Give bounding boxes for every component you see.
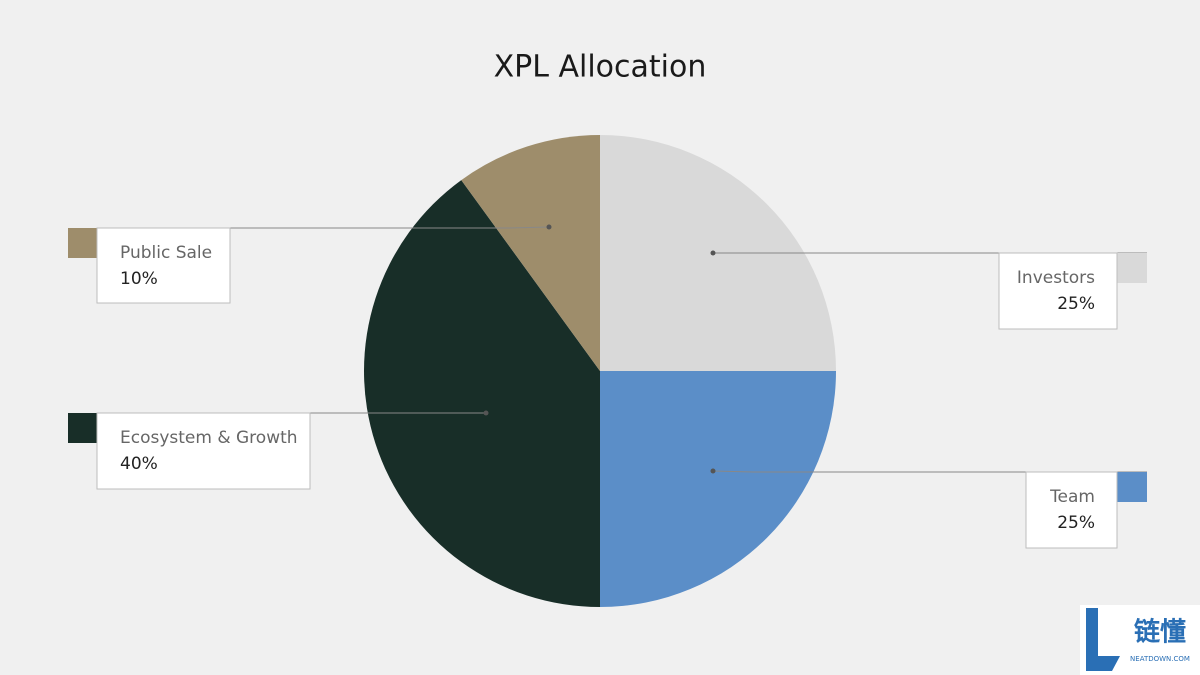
pie-slice — [364, 180, 600, 607]
label-box — [96, 412, 311, 490]
value-label: 40% — [120, 454, 158, 474]
value-label: 10% — [120, 269, 158, 289]
legend-label: Team — [1049, 487, 1095, 507]
leader-dot — [483, 410, 489, 416]
leader-line — [97, 226, 550, 229]
watermark: 链懂 NEATDOWN.COM — [1080, 605, 1200, 675]
leader-dot — [546, 224, 552, 230]
value-label: 25% — [1057, 513, 1095, 533]
value-label: 25% — [1057, 294, 1095, 314]
chart-title: XPL Allocation — [494, 50, 707, 85]
legend-swatch — [1117, 253, 1147, 283]
pie-slice — [600, 371, 836, 607]
watermark-logo — [1086, 608, 1120, 671]
pie-slice — [461, 135, 600, 371]
watermark-site: NEATDOWN.COM — [1130, 655, 1190, 663]
label-box — [1025, 471, 1118, 549]
leader-dot — [710, 468, 716, 474]
leader-dot — [710, 250, 716, 256]
legend-swatch — [68, 228, 98, 258]
leader-line — [712, 470, 1147, 473]
legend-label: Public Sale — [120, 243, 212, 263]
legend-swatch — [1117, 472, 1147, 502]
watermark-name: 链懂 — [1134, 617, 1186, 648]
legend-label: Investors — [1017, 268, 1095, 288]
label-box — [998, 252, 1118, 330]
label-box — [96, 227, 231, 304]
legend-swatch — [68, 413, 98, 443]
legend-label: Ecosystem & Growth — [120, 428, 298, 448]
